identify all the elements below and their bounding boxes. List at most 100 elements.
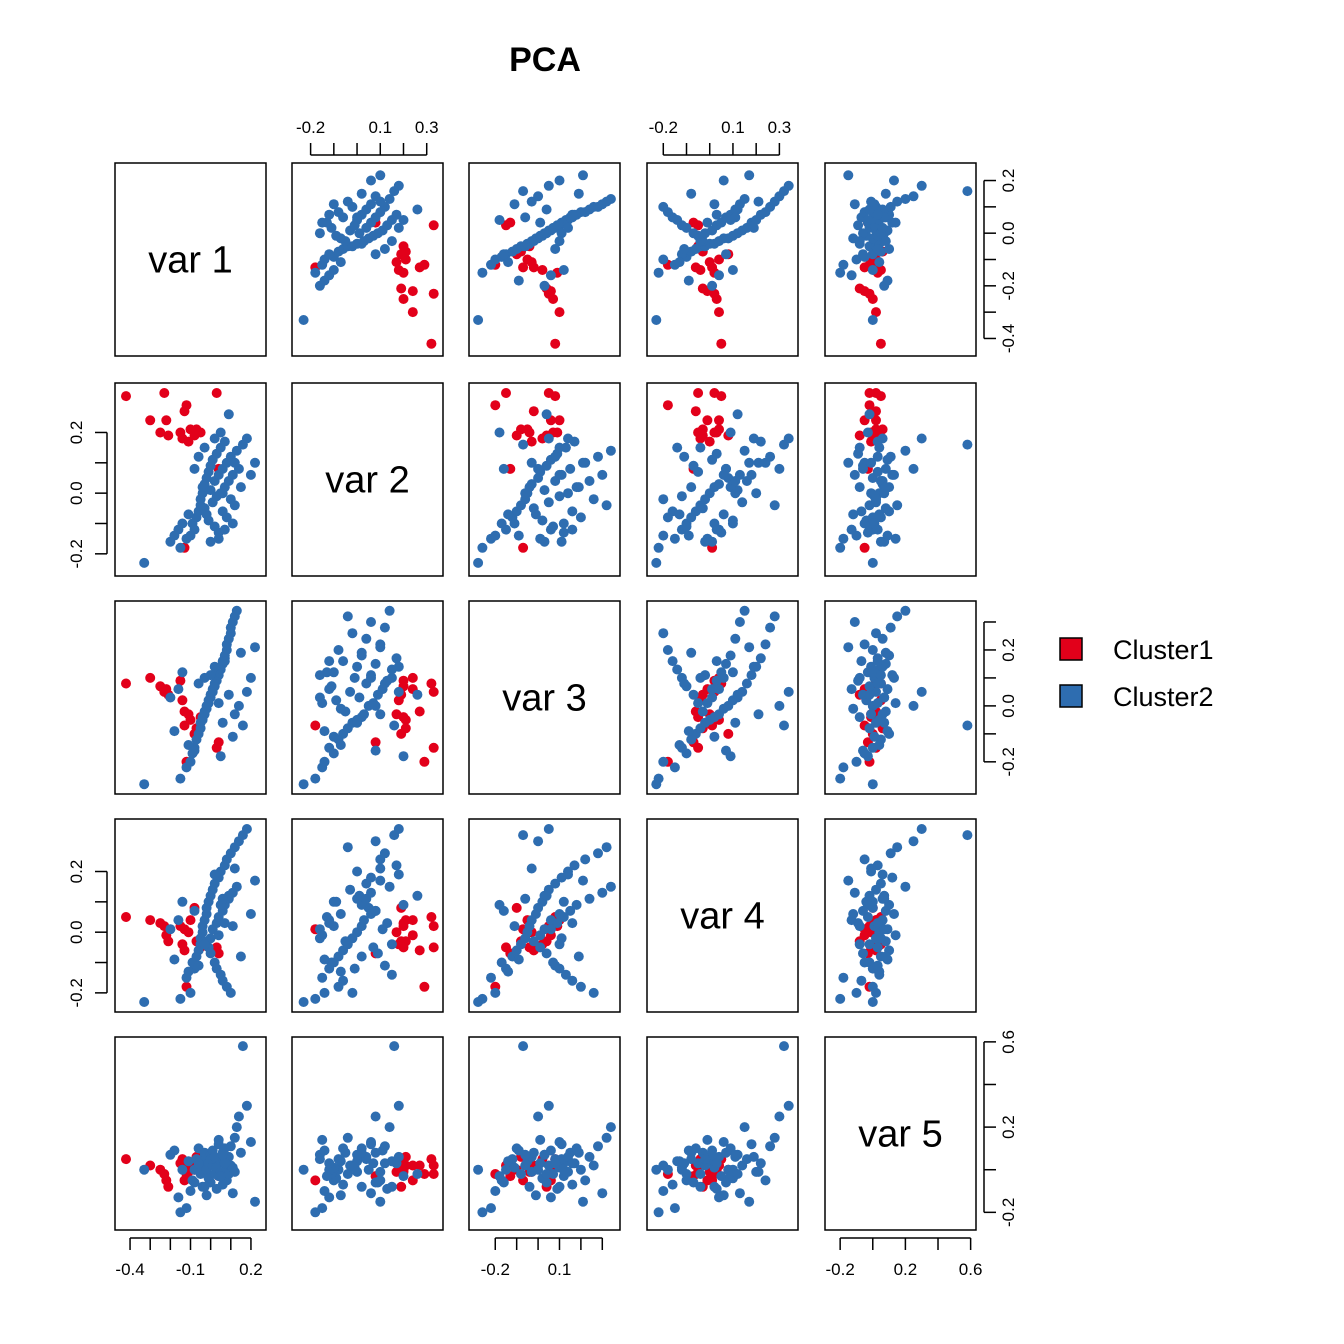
panel-frame [824, 1036, 977, 1231]
point-cluster2 [237, 1041, 248, 1052]
point-cluster2 [250, 875, 260, 886]
point-cluster2 [879, 893, 890, 904]
point-cluster2 [858, 948, 868, 959]
point-cluster2 [543, 1100, 554, 1111]
panel-frame [824, 600, 977, 795]
point-cluster2 [310, 773, 321, 784]
point-cluster1 [163, 1181, 174, 1192]
point-cluster2 [165, 692, 176, 703]
point-cluster2 [962, 439, 973, 450]
point-cluster2 [539, 280, 550, 291]
point-cluster2 [867, 315, 878, 325]
point-cluster2 [217, 1149, 228, 1160]
point-cluster2 [872, 942, 883, 953]
point-cluster2 [203, 515, 214, 526]
point-cluster2 [513, 530, 524, 541]
point-cluster1 [159, 388, 170, 398]
point-cluster1 [428, 288, 439, 299]
panel-frame [824, 818, 977, 1013]
point-cluster2 [241, 686, 252, 697]
point-cluster2 [846, 915, 857, 926]
point-cluster2 [669, 762, 680, 773]
diagonal-label: var 3 [502, 678, 586, 720]
point-cluster2 [864, 890, 875, 901]
point-cluster1 [714, 307, 724, 318]
point-cluster2 [550, 878, 561, 889]
point-cluster2 [412, 890, 423, 901]
point-cluster1 [871, 388, 881, 398]
point-cluster2 [393, 180, 404, 191]
point-cluster2 [714, 479, 724, 490]
point-cluster2 [739, 194, 750, 204]
point-cluster2 [558, 527, 569, 538]
point-cluster2 [526, 196, 537, 207]
point-cluster1 [428, 686, 439, 697]
point-cluster2 [520, 893, 531, 904]
point-cluster1 [398, 675, 409, 686]
point-cluster2 [245, 909, 256, 919]
point-cluster2 [550, 1158, 561, 1169]
point-cluster2 [393, 869, 404, 880]
point-cluster2 [887, 872, 898, 883]
point-cluster2 [231, 605, 242, 616]
point-cluster2 [227, 518, 238, 529]
point-cluster2 [554, 236, 565, 247]
point-cluster2 [391, 209, 402, 220]
point-cluster2 [554, 1137, 565, 1147]
point-cluster1 [396, 1181, 407, 1192]
point-cluster2 [233, 1111, 244, 1122]
point-cluster1 [400, 1151, 411, 1162]
point-cluster1 [505, 217, 516, 228]
point-cluster2 [558, 1164, 569, 1175]
point-cluster2 [783, 686, 794, 697]
point-cluster2 [535, 942, 546, 953]
point-cluster1 [723, 728, 734, 739]
point-cluster2 [219, 524, 230, 535]
point-cluster2 [674, 740, 685, 750]
point-cluster2 [173, 684, 184, 695]
point-cluster2 [139, 779, 150, 790]
point-cluster2 [227, 1188, 238, 1199]
point-cluster2 [769, 500, 780, 511]
point-cluster2 [732, 1169, 743, 1179]
point-cluster2 [324, 1158, 335, 1169]
point-cluster2 [711, 656, 722, 667]
point-cluster2 [229, 1166, 240, 1177]
point-cluster2 [588, 494, 599, 505]
point-cluster2 [573, 482, 584, 493]
point-cluster2 [526, 863, 537, 874]
point-cluster2 [892, 500, 903, 511]
point-cluster1 [690, 262, 701, 273]
point-cluster2 [389, 720, 400, 731]
point-cluster2 [199, 1181, 210, 1192]
point-cluster2 [366, 672, 376, 683]
point-cluster2 [674, 257, 685, 268]
point-cluster2 [872, 960, 883, 971]
point-cluster2 [866, 457, 877, 468]
point-cluster2 [375, 170, 386, 181]
point-cluster2 [554, 175, 565, 186]
point-cluster2 [882, 275, 893, 286]
point-cluster2 [571, 899, 582, 910]
point-cluster2 [490, 1186, 501, 1196]
point-cluster2 [173, 915, 184, 926]
point-cluster2 [853, 220, 864, 231]
point-cluster2 [565, 905, 576, 916]
point-cluster2 [518, 439, 529, 450]
diagonal-label: var 5 [858, 1114, 942, 1156]
point-cluster2 [231, 1122, 242, 1133]
point-cluster2 [875, 536, 886, 547]
point-cluster2 [721, 1177, 731, 1188]
point-cluster2 [858, 905, 868, 916]
point-cluster1 [414, 945, 425, 956]
point-cluster2 [879, 488, 890, 499]
point-cluster2 [366, 617, 376, 627]
point-cluster2 [352, 661, 363, 672]
point-cluster2 [748, 433, 759, 444]
point-cluster1 [554, 307, 565, 318]
point-cluster2 [711, 209, 722, 220]
point-cluster2 [319, 954, 330, 965]
point-cluster2 [477, 267, 488, 278]
point-cluster2 [721, 745, 731, 756]
point-cluster2 [679, 678, 690, 689]
